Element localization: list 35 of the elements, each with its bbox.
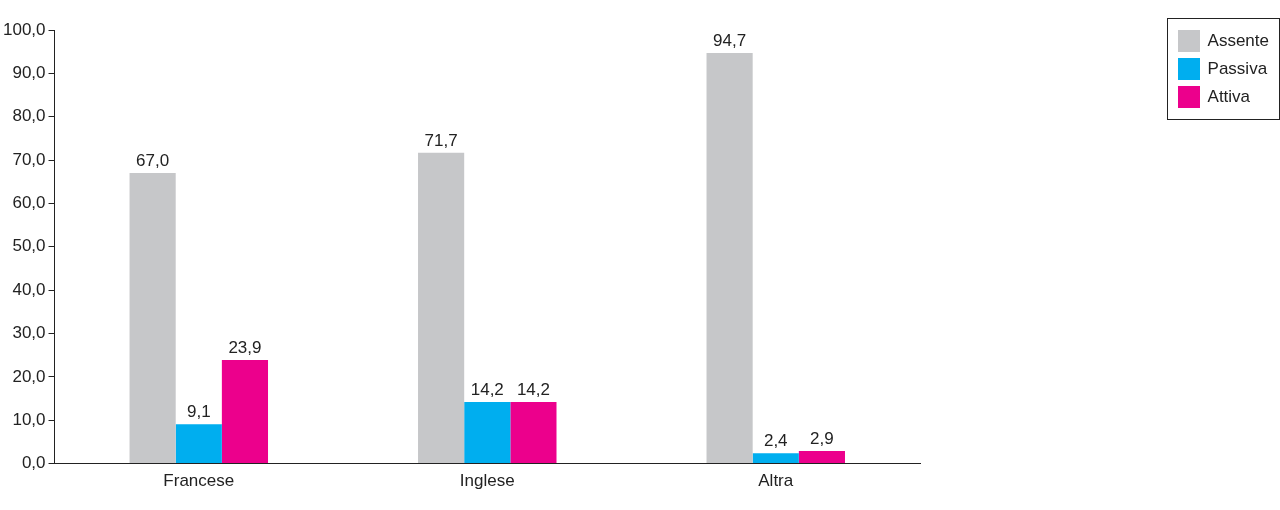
legend-label: Passiva (1207, 59, 1268, 79)
x-tick-label: Altra (758, 471, 794, 491)
legend-label: Attiva (1207, 87, 1251, 107)
data-label: 9,1 (186, 402, 211, 422)
y-tick-label: 70,0 (12, 149, 46, 169)
y-tick-label: 0,0 (21, 453, 46, 473)
bar (464, 402, 511, 464)
x-tick-label: Francese (163, 471, 235, 491)
bar (221, 359, 269, 464)
bar (706, 52, 753, 464)
legend-label: Assente (1207, 31, 1269, 51)
data-label: 14,2 (516, 380, 550, 400)
bar (175, 424, 222, 464)
y-tick-label: 100,0 (2, 19, 46, 39)
data-label: 94,7 (713, 31, 747, 51)
bar (418, 152, 465, 464)
y-tick-label: 60,0 (12, 193, 46, 213)
y-tick-label: 50,0 (12, 236, 46, 256)
bar (798, 451, 845, 464)
x-tick-label: Inglese (459, 471, 515, 491)
y-tick-label: 80,0 (12, 106, 46, 126)
y-tick-label: 30,0 (12, 323, 46, 343)
y-tick-label: 20,0 (12, 366, 46, 386)
data-label: 2,9 (810, 429, 834, 449)
data-label: 67,0 (136, 151, 170, 171)
y-tick-label: 10,0 (12, 409, 46, 429)
y-tick-label: 40,0 (12, 279, 46, 299)
data-label: 23,9 (228, 338, 262, 358)
data-label: 2,4 (763, 431, 788, 451)
data-label: 71,7 (424, 130, 458, 150)
y-tick-label: 90,0 (12, 63, 46, 83)
bar (752, 453, 799, 464)
data-label: 14,2 (470, 380, 504, 400)
bar (510, 402, 557, 464)
bar (129, 173, 176, 464)
